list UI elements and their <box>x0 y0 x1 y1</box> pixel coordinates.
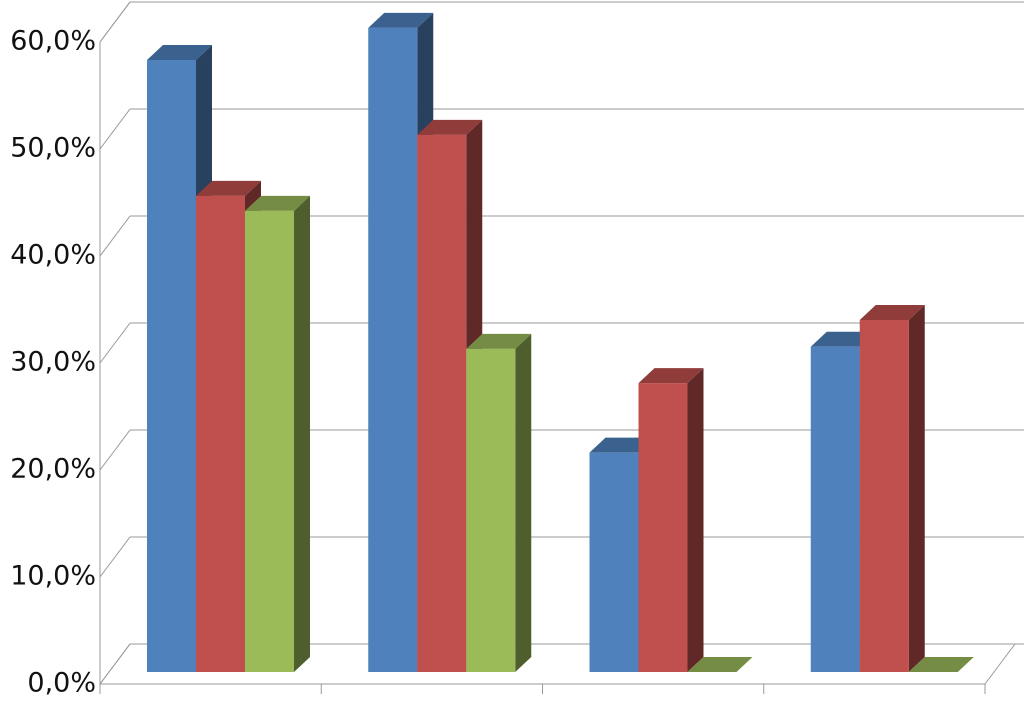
y-tick-label: 20,0% <box>10 454 96 485</box>
bar-top <box>466 333 532 349</box>
bar-top <box>245 195 310 211</box>
bar <box>466 348 516 672</box>
bar-top <box>196 180 261 196</box>
grid-line <box>99 108 131 150</box>
bar-top <box>908 657 974 672</box>
bar <box>638 383 688 672</box>
y-tick-label: 10,0% <box>10 561 96 592</box>
grid-line <box>99 536 131 578</box>
bar-top <box>368 12 434 28</box>
y-tick-label: 30,0% <box>10 347 96 378</box>
bar-side <box>294 195 310 672</box>
grid-line <box>99 643 131 685</box>
bar <box>245 210 294 672</box>
bar-top <box>147 44 212 60</box>
bar-top <box>589 437 655 453</box>
floor-edge <box>984 643 1016 685</box>
bar-side <box>908 304 925 672</box>
bar <box>417 134 467 673</box>
bar <box>589 452 639 672</box>
grid-line <box>99 429 131 471</box>
y-tick-label: 60,0% <box>10 26 96 57</box>
bar-top <box>638 368 704 384</box>
bar <box>859 319 909 672</box>
y-tick-label: 0,0% <box>27 668 96 699</box>
bar-top <box>417 119 483 135</box>
bar-side <box>515 333 532 672</box>
bar <box>147 59 196 672</box>
grid-line <box>99 215 131 257</box>
bar-side <box>687 368 704 672</box>
bar <box>196 195 245 672</box>
y-tick-label: 50,0% <box>10 133 96 164</box>
bar-top <box>859 304 925 320</box>
grid-line <box>99 1 131 43</box>
bar-top <box>687 657 753 672</box>
bar-top <box>810 331 876 347</box>
bar <box>810 346 860 672</box>
bar <box>368 27 418 673</box>
y-tick-label: 40,0% <box>10 240 96 271</box>
grid-line <box>99 322 131 364</box>
